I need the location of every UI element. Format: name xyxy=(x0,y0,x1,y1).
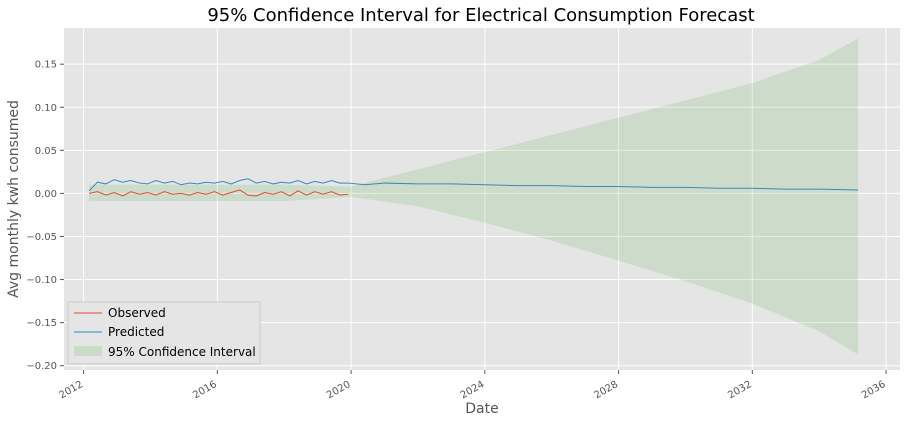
chart-title: 95% Confidence Interval for Electrical C… xyxy=(207,5,754,26)
y-axis-ticks: 0.15 0.10 0.05 0.00 −0.05 −0.10 −0.15 −0.20 xyxy=(26,60,64,372)
legend-label-predicted: Predicted xyxy=(108,325,164,339)
confidence-interval-area xyxy=(89,38,859,355)
series-lines xyxy=(88,178,859,197)
series-line-predicted xyxy=(88,178,859,192)
x-tick-label: 2012 xyxy=(58,379,86,401)
legend-box xyxy=(67,301,261,365)
y-tick-label: −0.05 xyxy=(26,232,57,243)
x-tick-label: 2020 xyxy=(325,379,353,401)
x-tick-label: 2024 xyxy=(459,379,487,401)
legend: Observed Predicted 95% Confidence Interv… xyxy=(67,301,261,365)
x-tick-label: 2032 xyxy=(726,379,754,401)
grid-lines xyxy=(64,28,900,370)
y-tick-label: 0.00 xyxy=(35,189,57,200)
x-tick-label: 2028 xyxy=(593,379,621,401)
x-tick-label: 2036 xyxy=(860,379,888,401)
x-axis-ticks: 2012 2016 2020 2024 2028 2032 2036 xyxy=(58,370,888,401)
y-tick-label: −0.10 xyxy=(26,275,57,286)
y-tick-label: −0.20 xyxy=(26,361,57,372)
y-tick-label: −0.15 xyxy=(26,318,57,329)
legend-label-observed: Observed xyxy=(108,306,166,320)
confidence-interval-band xyxy=(89,38,859,355)
y-tick-label: 0.15 xyxy=(35,60,57,71)
x-axis-label: Date xyxy=(465,401,498,417)
y-axis-label: Avg monthly kwh consumed xyxy=(6,100,22,298)
legend-label-ci: 95% Confidence Interval xyxy=(108,345,256,359)
legend-swatch-ci xyxy=(74,346,102,356)
y-tick-label: 0.10 xyxy=(35,103,57,114)
series-line-observed xyxy=(88,189,349,197)
x-tick-label: 2016 xyxy=(191,379,219,401)
y-tick-label: 0.05 xyxy=(35,146,57,157)
